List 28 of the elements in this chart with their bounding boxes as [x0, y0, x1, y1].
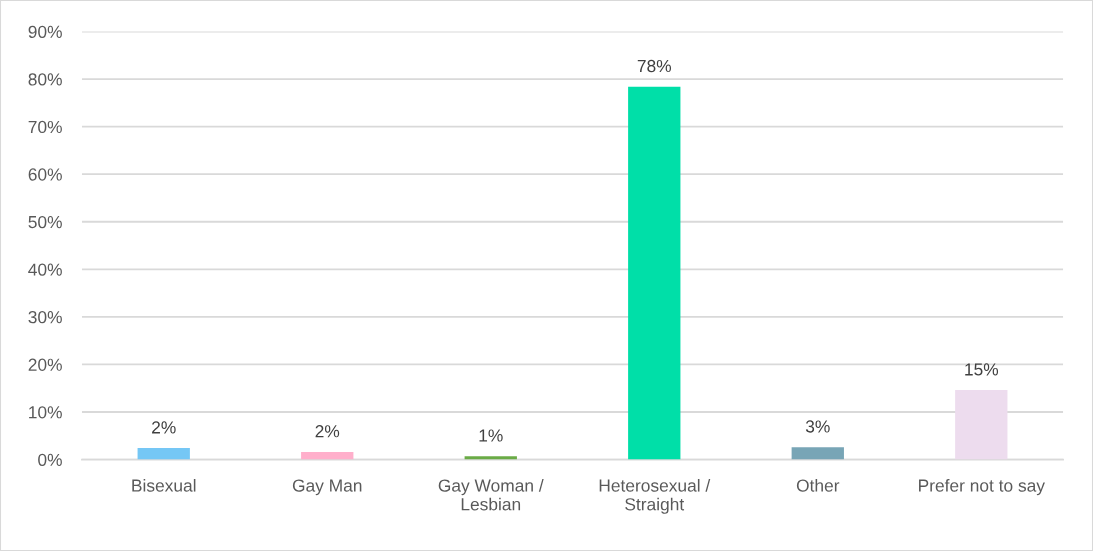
- y-tick-label: 70%: [28, 120, 62, 134]
- bar: [791, 447, 844, 460]
- bar: [955, 390, 1008, 460]
- data-label: 78%: [637, 59, 672, 73]
- y-tick-label: 30%: [28, 311, 62, 324]
- y-tick-label: 80%: [28, 73, 62, 86]
- data-label: 3%: [805, 420, 830, 433]
- x-tick-label: Gay Woman / Lesbian: [438, 478, 544, 511]
- y-tick-label: 40%: [28, 263, 62, 276]
- y-tick-label: 50%: [28, 215, 62, 229]
- bar: [628, 86, 681, 460]
- bar: [301, 451, 354, 460]
- bar: [464, 456, 517, 460]
- data-label: 1%: [479, 429, 503, 442]
- x-tick-label: Other: [796, 478, 840, 492]
- data-label: 15%: [965, 363, 999, 376]
- y-tick-label: 90%: [28, 25, 62, 38]
- data-label: 2%: [152, 421, 176, 434]
- x-tick-label: Bisexual: [132, 478, 196, 492]
- y-tick-label: 0%: [38, 453, 62, 466]
- x-tick-label: Gay Man: [292, 479, 362, 496]
- bar: [137, 448, 190, 460]
- y-tick-label: 60%: [28, 168, 62, 181]
- y-tick-label: 10%: [29, 406, 62, 419]
- x-tick-label: Prefer not to say: [919, 479, 1045, 496]
- x-tick-label: Heterosexual / Straight: [599, 478, 711, 514]
- data-label: 2%: [315, 425, 340, 438]
- y-tick-label: 20%: [28, 358, 62, 371]
